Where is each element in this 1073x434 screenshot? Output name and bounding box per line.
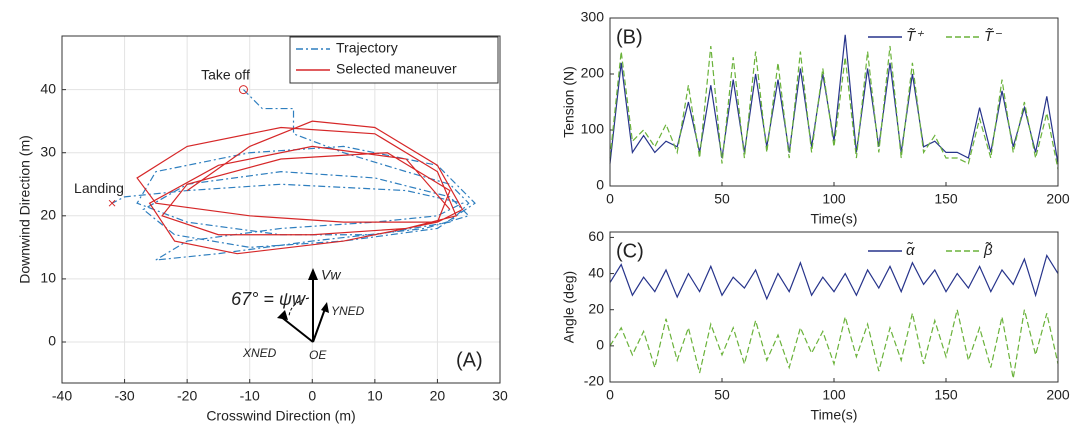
x-tick-label: -10 [240,388,260,404]
legend-label: α̃ [906,242,915,259]
x-axis-label: Time(s) [811,211,858,227]
annotation: Landing [74,180,124,196]
x-tick-label: 100 [822,387,846,403]
y-tick-label: 60 [588,228,604,244]
y-axis-label: Angle (deg) [561,271,577,343]
panel-label: (C) [616,240,644,262]
x-axis-label: Crosswind Direction (m) [206,408,355,424]
series-line [111,89,476,261]
x-tick-label: 200 [1046,387,1070,403]
x-tick-label: 20 [430,388,446,404]
x-tick-label: -30 [114,388,134,404]
x-tick-label: 150 [934,191,958,207]
legend-label: β̃ [983,242,993,259]
landing-marker [108,199,116,207]
annotation: Take off [201,66,250,82]
annotation: OE [309,348,327,362]
y-tick-label: 40 [588,264,604,280]
y-tick-label: 30 [40,143,56,159]
x-tick-label: 30 [492,388,508,404]
y-tick-label: 300 [581,9,605,25]
legend-label: Selected maneuver [336,61,457,77]
y-tick-label: 20 [588,300,604,316]
plot-frame [609,17,1059,187]
legend-label: T̃⁺ [906,28,924,45]
x-tick-label: 150 [934,387,958,403]
y-tick-label: 0 [596,177,604,193]
panel-label: (A) [456,349,483,371]
series-line [609,254,1059,301]
plot-area [610,232,1058,382]
series-line [609,34,1059,164]
x-tick-label: -40 [52,388,72,404]
x-tick-label: -20 [177,388,197,404]
x-tick-label: 100 [822,191,846,207]
y-tick-label: 40 [40,80,56,96]
takeoff-marker [238,85,248,95]
y-tick-label: 100 [581,121,605,137]
x-tick-label: 10 [367,388,383,404]
plot-frame [609,231,1059,383]
panel-label: (B) [616,26,643,48]
x-axis-label: Time(s) [811,407,858,423]
y-tick-label: 0 [48,333,56,349]
legend-label: T̃⁻ [984,28,1002,45]
legend-label: Trajectory [336,40,398,56]
x-tick-label: 0 [308,388,316,404]
plot-area [610,18,1058,186]
x-tick-label: 50 [714,387,730,403]
angle-arc [288,297,310,317]
y-tick-label: 10 [40,270,56,286]
series-line [609,45,1059,170]
plot-area [62,36,500,383]
y-axis-label: Tension (N) [561,66,577,138]
series-line [136,120,464,255]
y-tick-label: 0 [596,337,604,353]
annotation: YNED [331,304,365,318]
wind-axes [279,272,327,343]
y-tick-label: 200 [581,65,605,81]
annotation: 67° = ψw [231,289,306,309]
x-tick-label: 0 [606,191,614,207]
annotation: XNED [242,346,277,360]
x-tick-label: 50 [714,191,730,207]
y-axis-label: Downwind Direction (m) [17,135,33,284]
x-tick-label: 0 [606,387,614,403]
series-line [609,309,1059,379]
annotation: Vw [321,267,341,283]
y-tick-label: -20 [584,373,604,389]
plot-frame [61,35,501,384]
legend-box [289,36,499,84]
y-tick-label: 20 [40,207,56,223]
arrowheads [277,268,329,320]
x-tick-label: 200 [1046,191,1070,207]
